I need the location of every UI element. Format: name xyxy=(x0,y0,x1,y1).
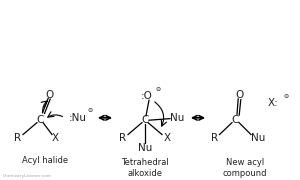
Text: :Nu: :Nu xyxy=(69,113,87,123)
Text: :O: :O xyxy=(141,91,153,101)
Text: X: X xyxy=(164,133,171,143)
Text: C: C xyxy=(231,115,239,125)
Text: Mechanism of Nucleophilic: Mechanism of Nucleophilic xyxy=(40,16,260,32)
Text: R: R xyxy=(212,133,219,143)
Text: New acyl
compound: New acyl compound xyxy=(223,158,267,178)
Text: R: R xyxy=(14,133,22,143)
Text: Acyl Substitution: Acyl Substitution xyxy=(79,46,221,61)
Text: X: X xyxy=(51,133,58,143)
Text: R: R xyxy=(119,133,127,143)
Text: Nu: Nu xyxy=(170,113,184,123)
Text: Tetrahedral
alkoxide: Tetrahedral alkoxide xyxy=(121,158,169,178)
Text: ⊖: ⊖ xyxy=(155,87,160,92)
Text: Nu: Nu xyxy=(138,143,152,153)
Text: Nu: Nu xyxy=(251,133,265,143)
Text: X:: X: xyxy=(268,98,278,108)
Text: O: O xyxy=(236,90,244,100)
Text: ⊖: ⊖ xyxy=(87,108,93,113)
Text: Acyl halide: Acyl halide xyxy=(22,156,68,165)
Text: C: C xyxy=(141,115,149,125)
Text: C: C xyxy=(36,115,44,125)
Text: O: O xyxy=(46,90,54,100)
Text: ⊖: ⊖ xyxy=(284,94,289,99)
Text: ChemistryLearner.com: ChemistryLearner.com xyxy=(3,174,52,178)
